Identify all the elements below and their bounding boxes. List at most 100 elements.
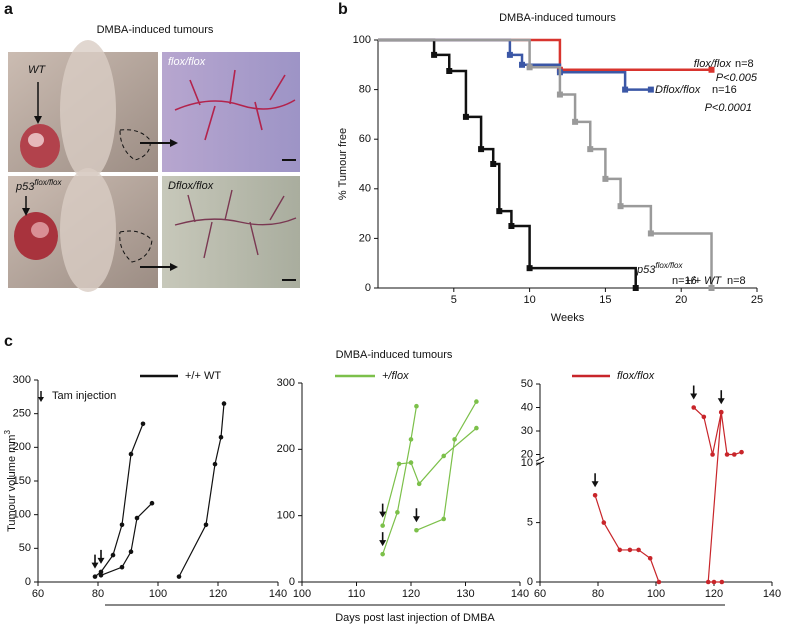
marker [452, 437, 457, 442]
injection-arrow [690, 385, 698, 400]
chart-title: DMBA-induced tumours [499, 12, 616, 24]
x-tick-label: 15 [599, 294, 611, 306]
marker [395, 510, 400, 515]
marker [718, 409, 724, 415]
y-axis-label: % Tumour free [337, 128, 349, 200]
y-tick-label: 40 [521, 401, 533, 413]
marker [380, 523, 385, 528]
marker [719, 579, 725, 585]
injection-arrow [97, 549, 105, 564]
series-note: n=16 [672, 275, 697, 287]
y-tick-label: 50 [19, 542, 31, 554]
series-line [594, 495, 660, 583]
marker [572, 118, 579, 125]
y-tick-label: 10 [521, 457, 533, 469]
y-tick-label: 20 [521, 448, 533, 460]
marker [647, 230, 654, 237]
marker [526, 265, 533, 272]
marker [441, 516, 447, 522]
marker [710, 452, 715, 457]
panel-label: c [4, 333, 13, 350]
legend-label: +/flox [382, 370, 409, 382]
marker [519, 61, 526, 68]
photo-label: WT [28, 64, 46, 76]
marker [490, 161, 497, 167]
series-note: n=8 [735, 58, 754, 70]
series-line [382, 427, 477, 526]
y-tick-label: 150 [13, 475, 31, 487]
marker [176, 574, 182, 579]
photo-dflox [162, 176, 300, 288]
marker [414, 403, 419, 409]
marker [203, 522, 209, 528]
x-tick-label: 100 [149, 588, 167, 600]
annotation: P<0.005 [716, 72, 758, 84]
photo-wt [8, 40, 158, 180]
marker [711, 579, 717, 585]
marker [474, 425, 479, 431]
legend-label: Tam injection [52, 390, 116, 402]
panel-label: b [338, 1, 348, 18]
marker [380, 551, 385, 557]
series-label: flox/flox [694, 58, 732, 70]
marker [647, 555, 653, 561]
series-line [693, 407, 742, 456]
series-line [378, 38, 637, 288]
marker [98, 569, 104, 575]
marker [647, 86, 654, 93]
y-tick-label: 60 [359, 133, 371, 145]
x-tick-label: 60 [32, 588, 44, 600]
marker [119, 522, 125, 528]
y-tick-label: 200 [277, 443, 295, 455]
injection-arrow [591, 473, 599, 488]
y-tick-label: 80 [359, 84, 371, 96]
arrow-head [170, 139, 178, 147]
series-note: n=16 [712, 84, 737, 96]
x-tick-label: 100 [293, 588, 311, 600]
marker [602, 175, 609, 182]
injection-arrow [379, 503, 387, 518]
x-axis-label: Days post last injection of DMBA [335, 612, 495, 624]
y-tick-label: 0 [25, 576, 31, 588]
arrow-head [170, 263, 178, 271]
legend-arrow-head [38, 397, 44, 402]
injection-arrow [91, 554, 99, 569]
x-tick-label: 25 [751, 294, 763, 306]
series-label: +/+ WT [685, 275, 722, 287]
marker [446, 68, 453, 74]
marker [408, 460, 414, 465]
series-label: Dflox/flox [655, 84, 701, 96]
marker [592, 492, 598, 498]
x-tick-label: 140 [511, 588, 529, 600]
x-tick-label: 120 [402, 588, 420, 600]
marker [396, 461, 402, 467]
marker [414, 527, 419, 533]
photo-p53 [8, 168, 158, 292]
marker [408, 437, 414, 442]
marker [508, 223, 515, 229]
marker [691, 405, 696, 410]
marker [506, 51, 513, 58]
x-tick-label: 130 [456, 588, 474, 600]
photo-label: Dflox/flox [168, 180, 214, 192]
marker [128, 549, 134, 554]
marker [218, 434, 224, 440]
y-tick-label: 30 [521, 425, 533, 437]
marker [601, 520, 607, 525]
series-line [378, 38, 651, 91]
marker [92, 574, 98, 579]
marker [478, 146, 485, 153]
marker [441, 453, 447, 459]
y-tick-label: 50 [521, 378, 533, 390]
x-tick-label: 5 [451, 294, 457, 306]
legend-label: +/+ WT [185, 370, 221, 382]
x-tick-label: 10 [523, 294, 535, 306]
x-tick-label: 60 [534, 588, 546, 600]
marker [526, 64, 533, 71]
x-tick-label: 140 [269, 588, 287, 600]
marker [128, 451, 134, 457]
marker [119, 564, 125, 570]
x-tick-label: 120 [209, 588, 227, 600]
